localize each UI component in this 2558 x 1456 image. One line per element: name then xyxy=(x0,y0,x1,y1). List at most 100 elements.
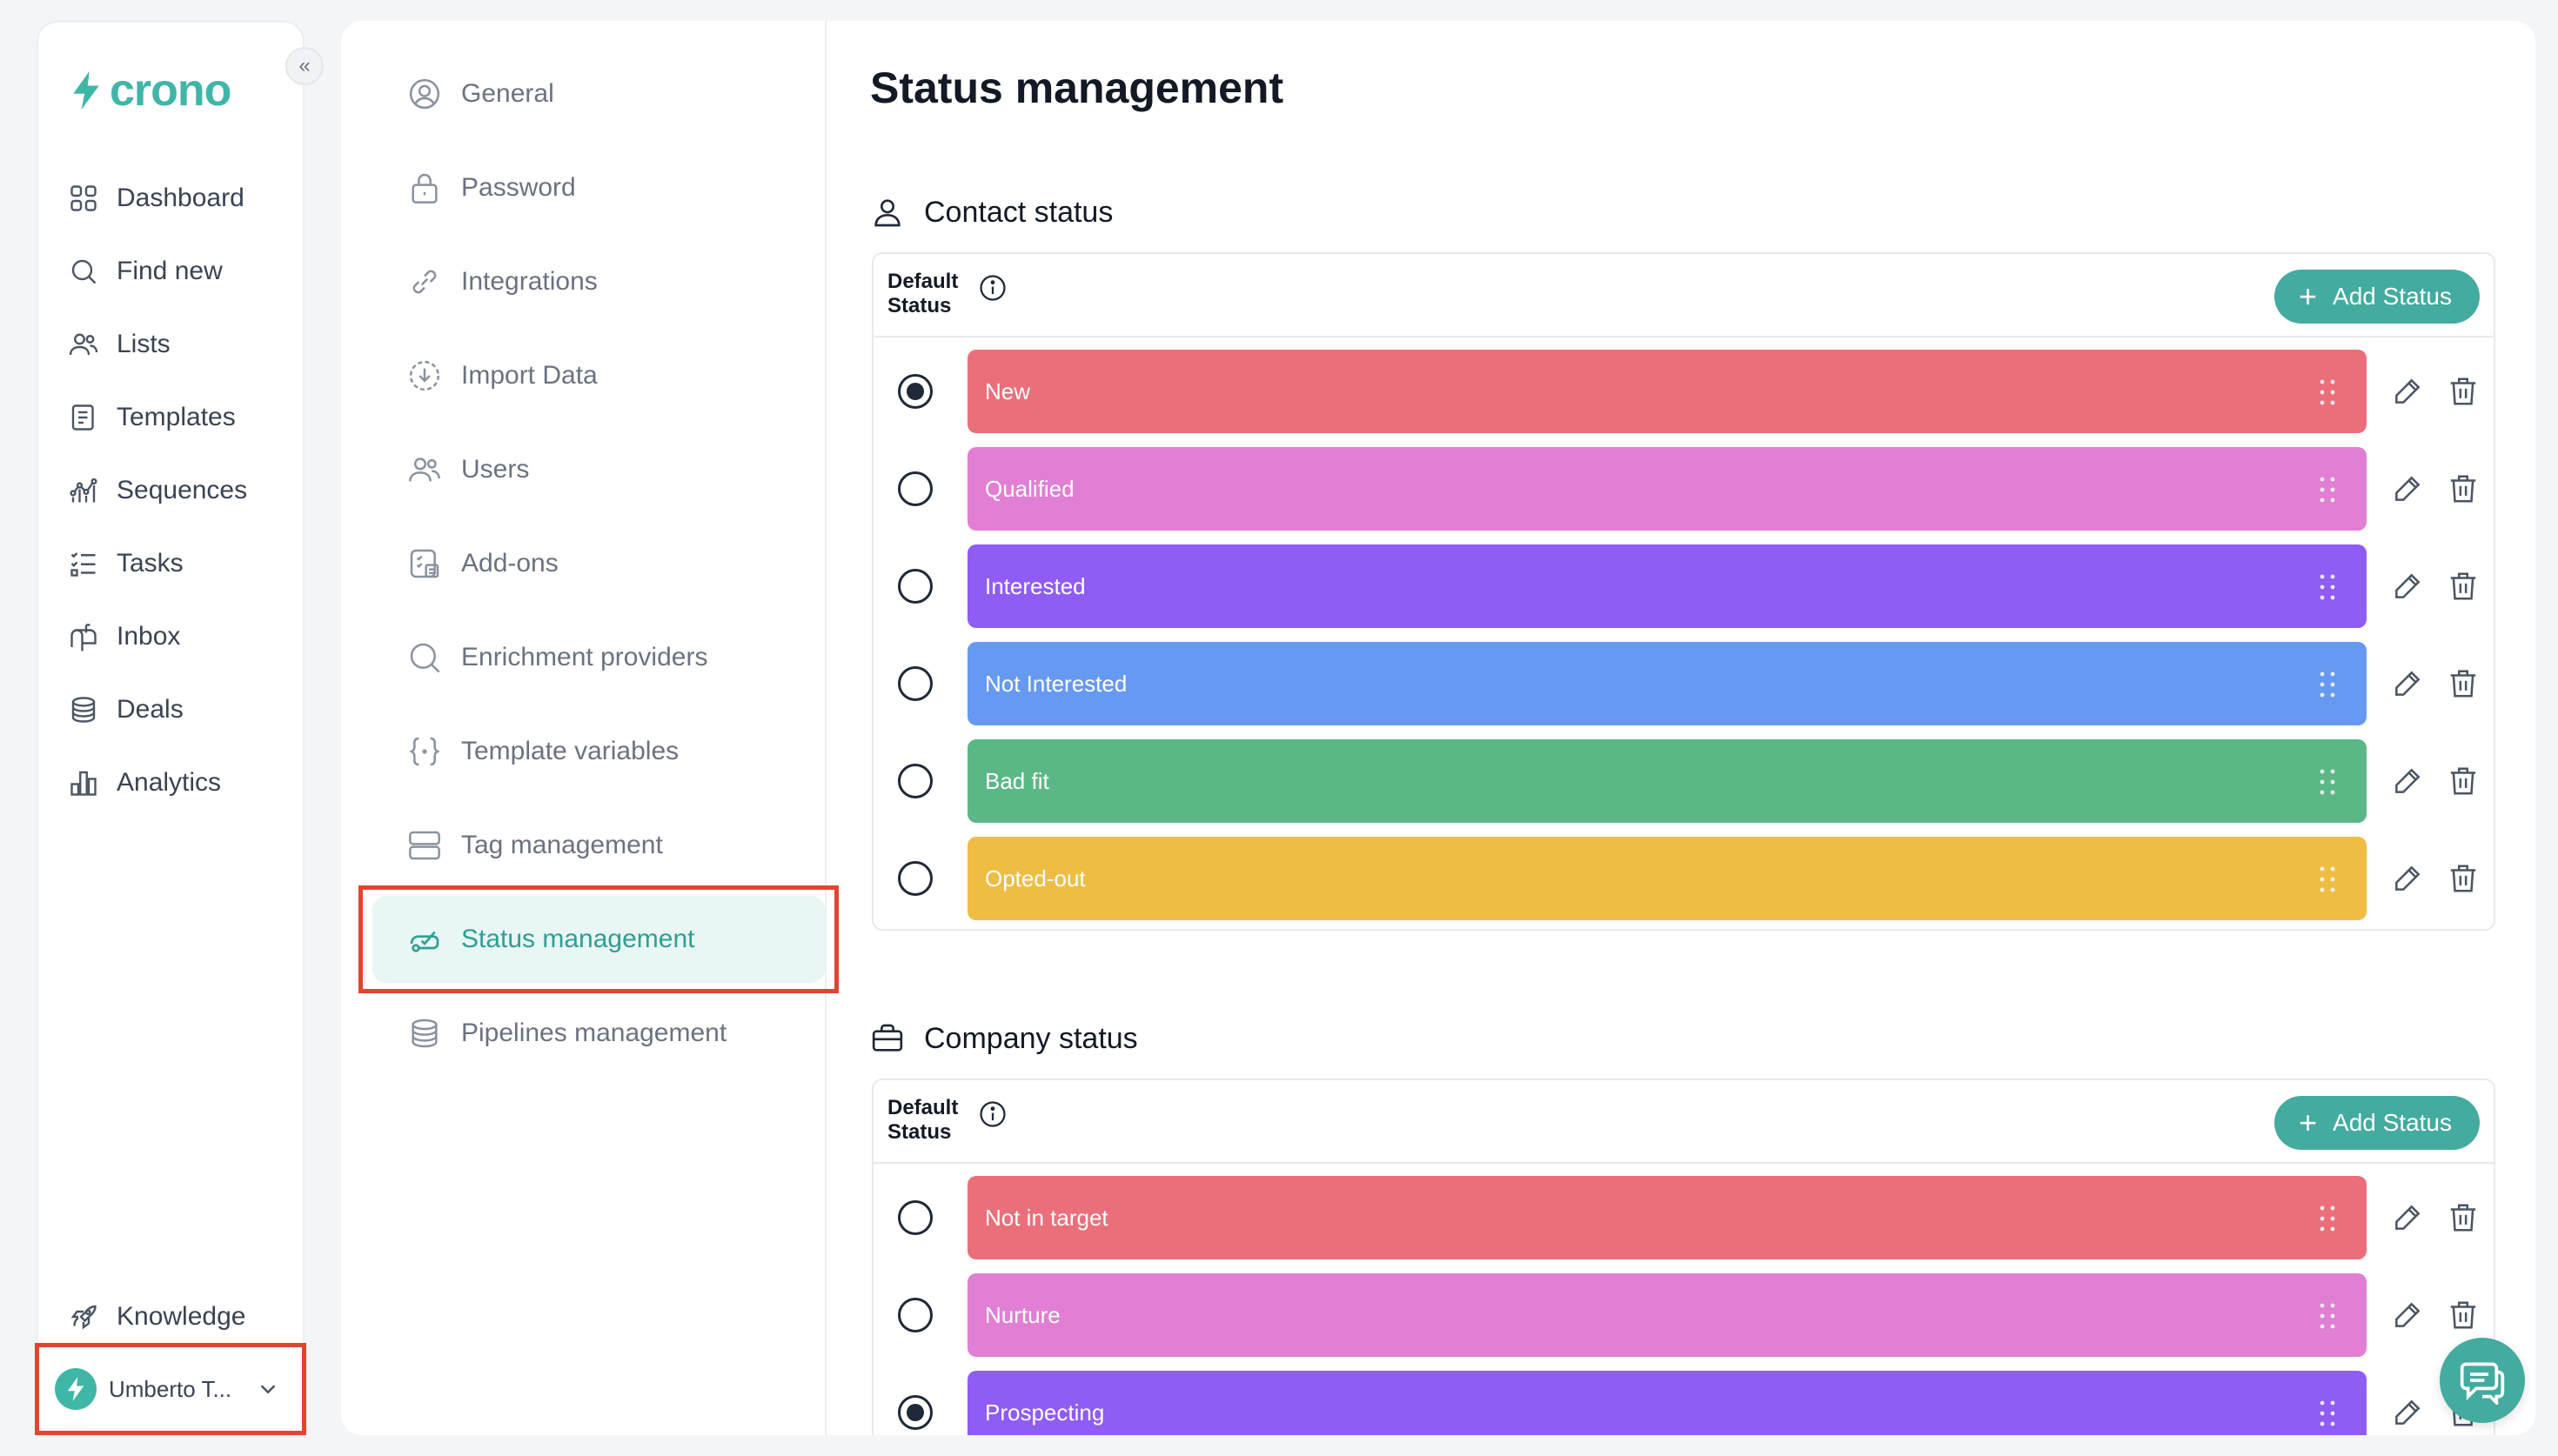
default-status-radio[interactable] xyxy=(898,666,933,701)
trash-icon[interactable] xyxy=(2447,570,2480,603)
nav-item-templates[interactable]: Templates xyxy=(68,381,294,454)
default-status-radio[interactable] xyxy=(898,374,933,409)
contact-status-heading: Contact status xyxy=(870,195,1113,230)
status-pill[interactable]: Nurture xyxy=(968,1273,2367,1357)
edit-icon[interactable] xyxy=(2391,862,2424,895)
nav-item-find-new[interactable]: Find new xyxy=(68,235,294,308)
settings-item-add-ons[interactable]: Add-ons xyxy=(372,517,825,611)
settings-item-enrichment-providers[interactable]: Enrichment providers xyxy=(372,611,825,705)
drag-handle-icon[interactable] xyxy=(2320,379,2335,405)
inbox-icon xyxy=(70,624,97,651)
edit-icon[interactable] xyxy=(2391,1396,2424,1429)
edit-icon[interactable] xyxy=(2391,1299,2424,1332)
status-pill[interactable]: Not Interested xyxy=(968,642,2367,725)
nav-label: Deals xyxy=(117,695,184,724)
status-pill[interactable]: Interested xyxy=(968,544,2367,628)
default-status-label: Default Status xyxy=(887,1096,959,1144)
card-header: Default Status + Add Status xyxy=(874,254,2494,337)
chat-support-button[interactable] xyxy=(2440,1338,2525,1423)
drag-handle-icon[interactable] xyxy=(2320,1303,2335,1329)
trash-icon[interactable] xyxy=(2447,667,2480,700)
trash-icon[interactable] xyxy=(2447,1299,2480,1332)
nav-item-analytics[interactable]: Analytics xyxy=(68,746,294,819)
info-icon[interactable] xyxy=(978,1099,1008,1129)
status-row: New xyxy=(874,343,2494,440)
settings-item-password[interactable]: Password xyxy=(372,141,825,235)
status-pill[interactable]: Not in target xyxy=(968,1176,2367,1259)
nav-label: Analytics xyxy=(117,768,222,797)
drag-handle-icon[interactable] xyxy=(2320,1206,2335,1232)
users-icon xyxy=(409,458,440,482)
default-status-radio[interactable] xyxy=(898,1395,933,1430)
status-label: Prospecting xyxy=(985,1399,1105,1426)
default-status-radio[interactable] xyxy=(898,471,933,506)
settings-item-users[interactable]: Users xyxy=(372,423,825,517)
drag-handle-icon[interactable] xyxy=(2320,1400,2335,1426)
import-icon xyxy=(409,360,440,391)
section-title: Contact status xyxy=(924,195,1114,229)
status-pill[interactable]: Prospecting xyxy=(968,1371,2367,1435)
collapse-sidebar-button[interactable]: « xyxy=(285,47,324,85)
add-company-status-button[interactable]: + Add Status xyxy=(2273,1096,2480,1150)
users-icon xyxy=(69,333,98,356)
nav-item-tasks[interactable]: Tasks xyxy=(68,527,294,600)
drag-handle-icon[interactable] xyxy=(2320,477,2335,503)
crono-logo[interactable]: crono xyxy=(70,64,231,117)
status-pill[interactable]: Bad fit xyxy=(968,739,2367,823)
drag-handle-icon[interactable] xyxy=(2320,574,2335,600)
edit-icon[interactable] xyxy=(2391,472,2424,505)
settings-item-integrations[interactable]: Integrations xyxy=(372,235,825,329)
settings-item-pipelines-management[interactable]: Pipelines management xyxy=(372,986,825,1080)
bolt-icon xyxy=(73,70,99,110)
edit-icon[interactable] xyxy=(2391,765,2424,798)
settings-item-tag-management[interactable]: Tag management xyxy=(372,798,825,892)
settings-nav: General Password Integrations Import Dat… xyxy=(341,21,839,1435)
status-label: New xyxy=(985,377,1031,404)
nav-label: Sequences xyxy=(117,476,248,504)
trash-icon[interactable] xyxy=(2447,862,2480,895)
default-status-radio[interactable] xyxy=(898,569,933,604)
nav-label: Knowledge xyxy=(117,1302,246,1331)
add-contact-status-button[interactable]: + Add Status xyxy=(2273,270,2480,324)
settings-item-status-management[interactable]: Status management xyxy=(358,885,839,993)
page-title: Status management xyxy=(870,63,1284,112)
add-ons-icon xyxy=(410,549,439,578)
template-icon xyxy=(71,404,94,431)
trash-icon[interactable] xyxy=(2447,1201,2480,1234)
edit-icon[interactable] xyxy=(2391,375,2424,408)
edit-icon[interactable] xyxy=(2391,570,2424,603)
settings-item-import-data[interactable]: Import Data xyxy=(372,329,825,423)
settings-label: Integrations xyxy=(461,267,598,296)
nav-item-lists[interactable]: Lists xyxy=(68,308,294,381)
info-icon[interactable] xyxy=(978,273,1008,303)
main-panel: General Password Integrations Import Dat… xyxy=(341,21,2535,1435)
default-status-radio[interactable] xyxy=(898,1200,933,1235)
drag-handle-icon[interactable] xyxy=(2320,866,2335,892)
settings-label: Add-ons xyxy=(461,549,559,578)
left-sidebar: crono Dashboard Find new Lists Te xyxy=(37,21,305,1430)
nav-item-deals[interactable]: Deals xyxy=(68,673,294,746)
nav-item-sequences[interactable]: Sequences xyxy=(68,454,294,527)
status-management-content: Status management Contact status Default… xyxy=(870,21,2532,1435)
trash-icon[interactable] xyxy=(2447,375,2480,408)
status-pill[interactable]: New xyxy=(968,350,2367,433)
settings-item-template-variables[interactable]: Template variables xyxy=(372,705,825,798)
drag-handle-icon[interactable] xyxy=(2320,769,2335,795)
nav-item-knowledge[interactable]: Knowledge xyxy=(68,1280,245,1353)
nav-item-dashboard[interactable]: Dashboard xyxy=(68,162,294,235)
status-pill[interactable]: Opted-out xyxy=(968,837,2367,920)
settings-item-general[interactable]: General xyxy=(372,47,825,141)
edit-icon[interactable] xyxy=(2391,1201,2424,1234)
trash-icon[interactable] xyxy=(2447,765,2480,798)
drag-handle-icon[interactable] xyxy=(2320,671,2335,698)
user-menu[interactable]: Umberto T... xyxy=(35,1343,306,1435)
status-pill[interactable]: Qualified xyxy=(968,447,2367,531)
default-status-radio[interactable] xyxy=(898,861,933,896)
nav-item-inbox[interactable]: Inbox xyxy=(68,600,294,673)
edit-icon[interactable] xyxy=(2391,667,2424,700)
default-status-radio[interactable] xyxy=(898,1298,933,1332)
trash-icon[interactable] xyxy=(2447,472,2480,505)
nav-label: Tasks xyxy=(117,549,184,578)
avatar xyxy=(55,1368,97,1410)
default-status-radio[interactable] xyxy=(898,764,933,798)
